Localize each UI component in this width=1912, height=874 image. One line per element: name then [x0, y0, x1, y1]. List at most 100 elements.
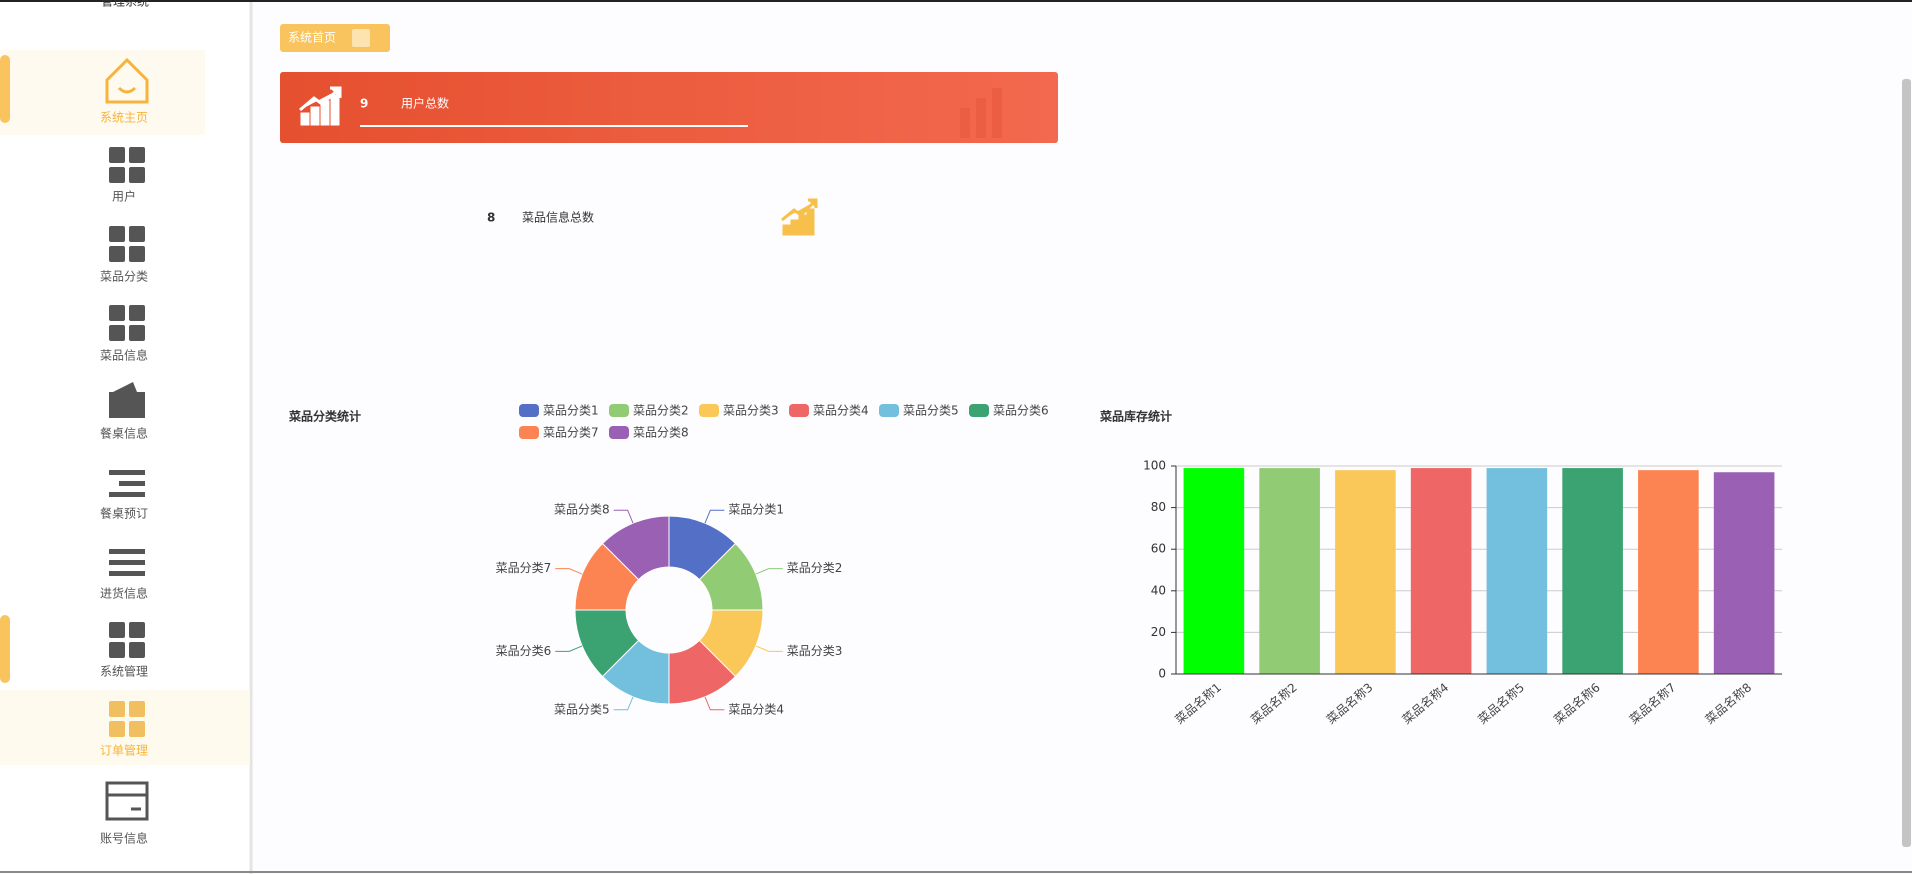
menu-icon — [129, 701, 145, 717]
slice-label: 菜品分类3 — [787, 644, 843, 658]
menu-icon — [129, 622, 145, 638]
menu-icon — [109, 167, 125, 183]
label-line — [555, 645, 583, 652]
menu-icon — [109, 325, 125, 341]
menu-item[interactable]: 系统主页 — [100, 57, 149, 125]
legend-label: 菜品分类2 — [633, 404, 689, 418]
menu-icon — [129, 305, 145, 321]
bar — [1335, 470, 1396, 674]
menu-item[interactable]: 菜品分类 — [100, 226, 148, 284]
menu-item[interactable]: 订单管理 — [100, 701, 148, 758]
stat-icon — [781, 198, 818, 236]
menu-icon — [109, 305, 125, 321]
legend-swatch — [609, 426, 629, 439]
y-tick-label: 20 — [1151, 625, 1166, 639]
stat-value: 9 — [360, 97, 368, 111]
breadcrumb-icon — [352, 29, 370, 47]
bar — [1562, 468, 1623, 674]
menu-label: 菜品分类 — [100, 270, 148, 284]
menu-icon — [129, 147, 145, 163]
stat-value: 8 — [487, 211, 495, 225]
menu-icon — [129, 642, 145, 658]
legend-label: 菜品分类7 — [543, 426, 599, 440]
legend-swatch — [699, 404, 719, 417]
legend-label: 菜品分类1 — [543, 404, 599, 418]
stat-label: 用户总数 — [401, 96, 449, 111]
menu-icon — [119, 481, 145, 486]
legend-label: 菜品分类6 — [993, 404, 1049, 418]
y-tick-label: 40 — [1151, 583, 1166, 597]
menu-label: 订单管理 — [100, 743, 148, 758]
bar — [1410, 468, 1472, 674]
chart-title: 菜品库存统计 — [1099, 409, 1172, 424]
menu-item[interactable]: 系统管理 — [100, 622, 148, 679]
legend-swatch — [789, 404, 809, 417]
legend-swatch — [519, 404, 539, 417]
menu-icon — [109, 470, 145, 475]
menu-icon — [105, 57, 149, 104]
label-line — [755, 568, 783, 575]
slice-label: 菜品分类6 — [496, 644, 552, 658]
slice-label: 菜品分类2 — [787, 561, 843, 575]
menu-item[interactable]: 进货信息 — [100, 549, 148, 601]
menu-label: 餐桌信息 — [100, 426, 148, 441]
menu-icon — [109, 382, 145, 418]
legend-swatch — [969, 404, 989, 417]
slice-label: 菜品分类5 — [554, 702, 610, 716]
legend-swatch — [519, 426, 539, 439]
chart-title: 菜品分类统计 — [288, 409, 361, 424]
charts: 菜品分类统计 菜品分类1 菜品分类2 菜品分类3 菜品分类4 菜品分类5 菜品分类6菜品分类… — [288, 404, 1782, 727]
bar — [1183, 468, 1245, 674]
bar — [1486, 468, 1548, 674]
y-tick-label: 0 — [1158, 667, 1166, 681]
menu-icon — [109, 701, 125, 717]
stat-label: 菜品信息总数 — [522, 210, 594, 225]
slice-label: 菜品分类4 — [728, 702, 784, 716]
bar — [1638, 470, 1699, 674]
slice-label: 菜品分类1 — [728, 503, 784, 517]
menu-icon — [109, 571, 145, 576]
menu-icon — [109, 226, 125, 242]
y-tick-label: 80 — [1151, 500, 1166, 514]
menu-label: 餐桌预订 — [100, 506, 148, 521]
label-line — [704, 509, 725, 524]
bar — [1713, 472, 1775, 674]
legend-swatch — [609, 404, 629, 417]
menu-icon — [129, 246, 145, 262]
menu-icon — [129, 226, 145, 242]
menu-item[interactable]: 用户 — [109, 147, 145, 204]
menu-item[interactable]: 菜品信息 — [100, 305, 148, 363]
menu-item[interactable]: 餐桌预订 — [100, 470, 148, 521]
menu-label: 账号信息 — [100, 831, 148, 846]
menu-label: 系统管理 — [100, 664, 148, 679]
menu-item[interactable]: 账号信息 — [100, 781, 149, 846]
y-tick-label: 100 — [1143, 459, 1166, 473]
menu-label: 菜品信息 — [100, 348, 148, 363]
app-title: 管理系统 — [101, 0, 149, 9]
label-line — [704, 696, 725, 711]
bar — [1259, 468, 1320, 674]
active-bg — [0, 50, 205, 135]
breadcrumb-label: 系统首页 — [288, 31, 336, 45]
active-tab — [0, 55, 10, 123]
label-line — [555, 568, 583, 575]
stat-watermark — [960, 88, 1002, 138]
scrollbar[interactable] — [1902, 79, 1911, 847]
menu-icon — [129, 721, 145, 737]
active-tab — [0, 615, 10, 683]
menu-icon — [105, 781, 149, 821]
menu-icon — [109, 721, 125, 737]
legend-label: 菜品分类3 — [723, 404, 779, 418]
y-tick-label: 60 — [1151, 542, 1166, 556]
slice-label: 菜品分类8 — [554, 503, 610, 517]
label-line — [613, 696, 634, 711]
label-line — [755, 645, 783, 652]
stat-card — [280, 72, 1058, 143]
menu-icon — [109, 642, 125, 658]
menu-label: 用户 — [112, 189, 136, 204]
menu-item[interactable]: 餐桌信息 — [100, 382, 148, 441]
legend-label: 菜品分类4 — [813, 404, 869, 418]
